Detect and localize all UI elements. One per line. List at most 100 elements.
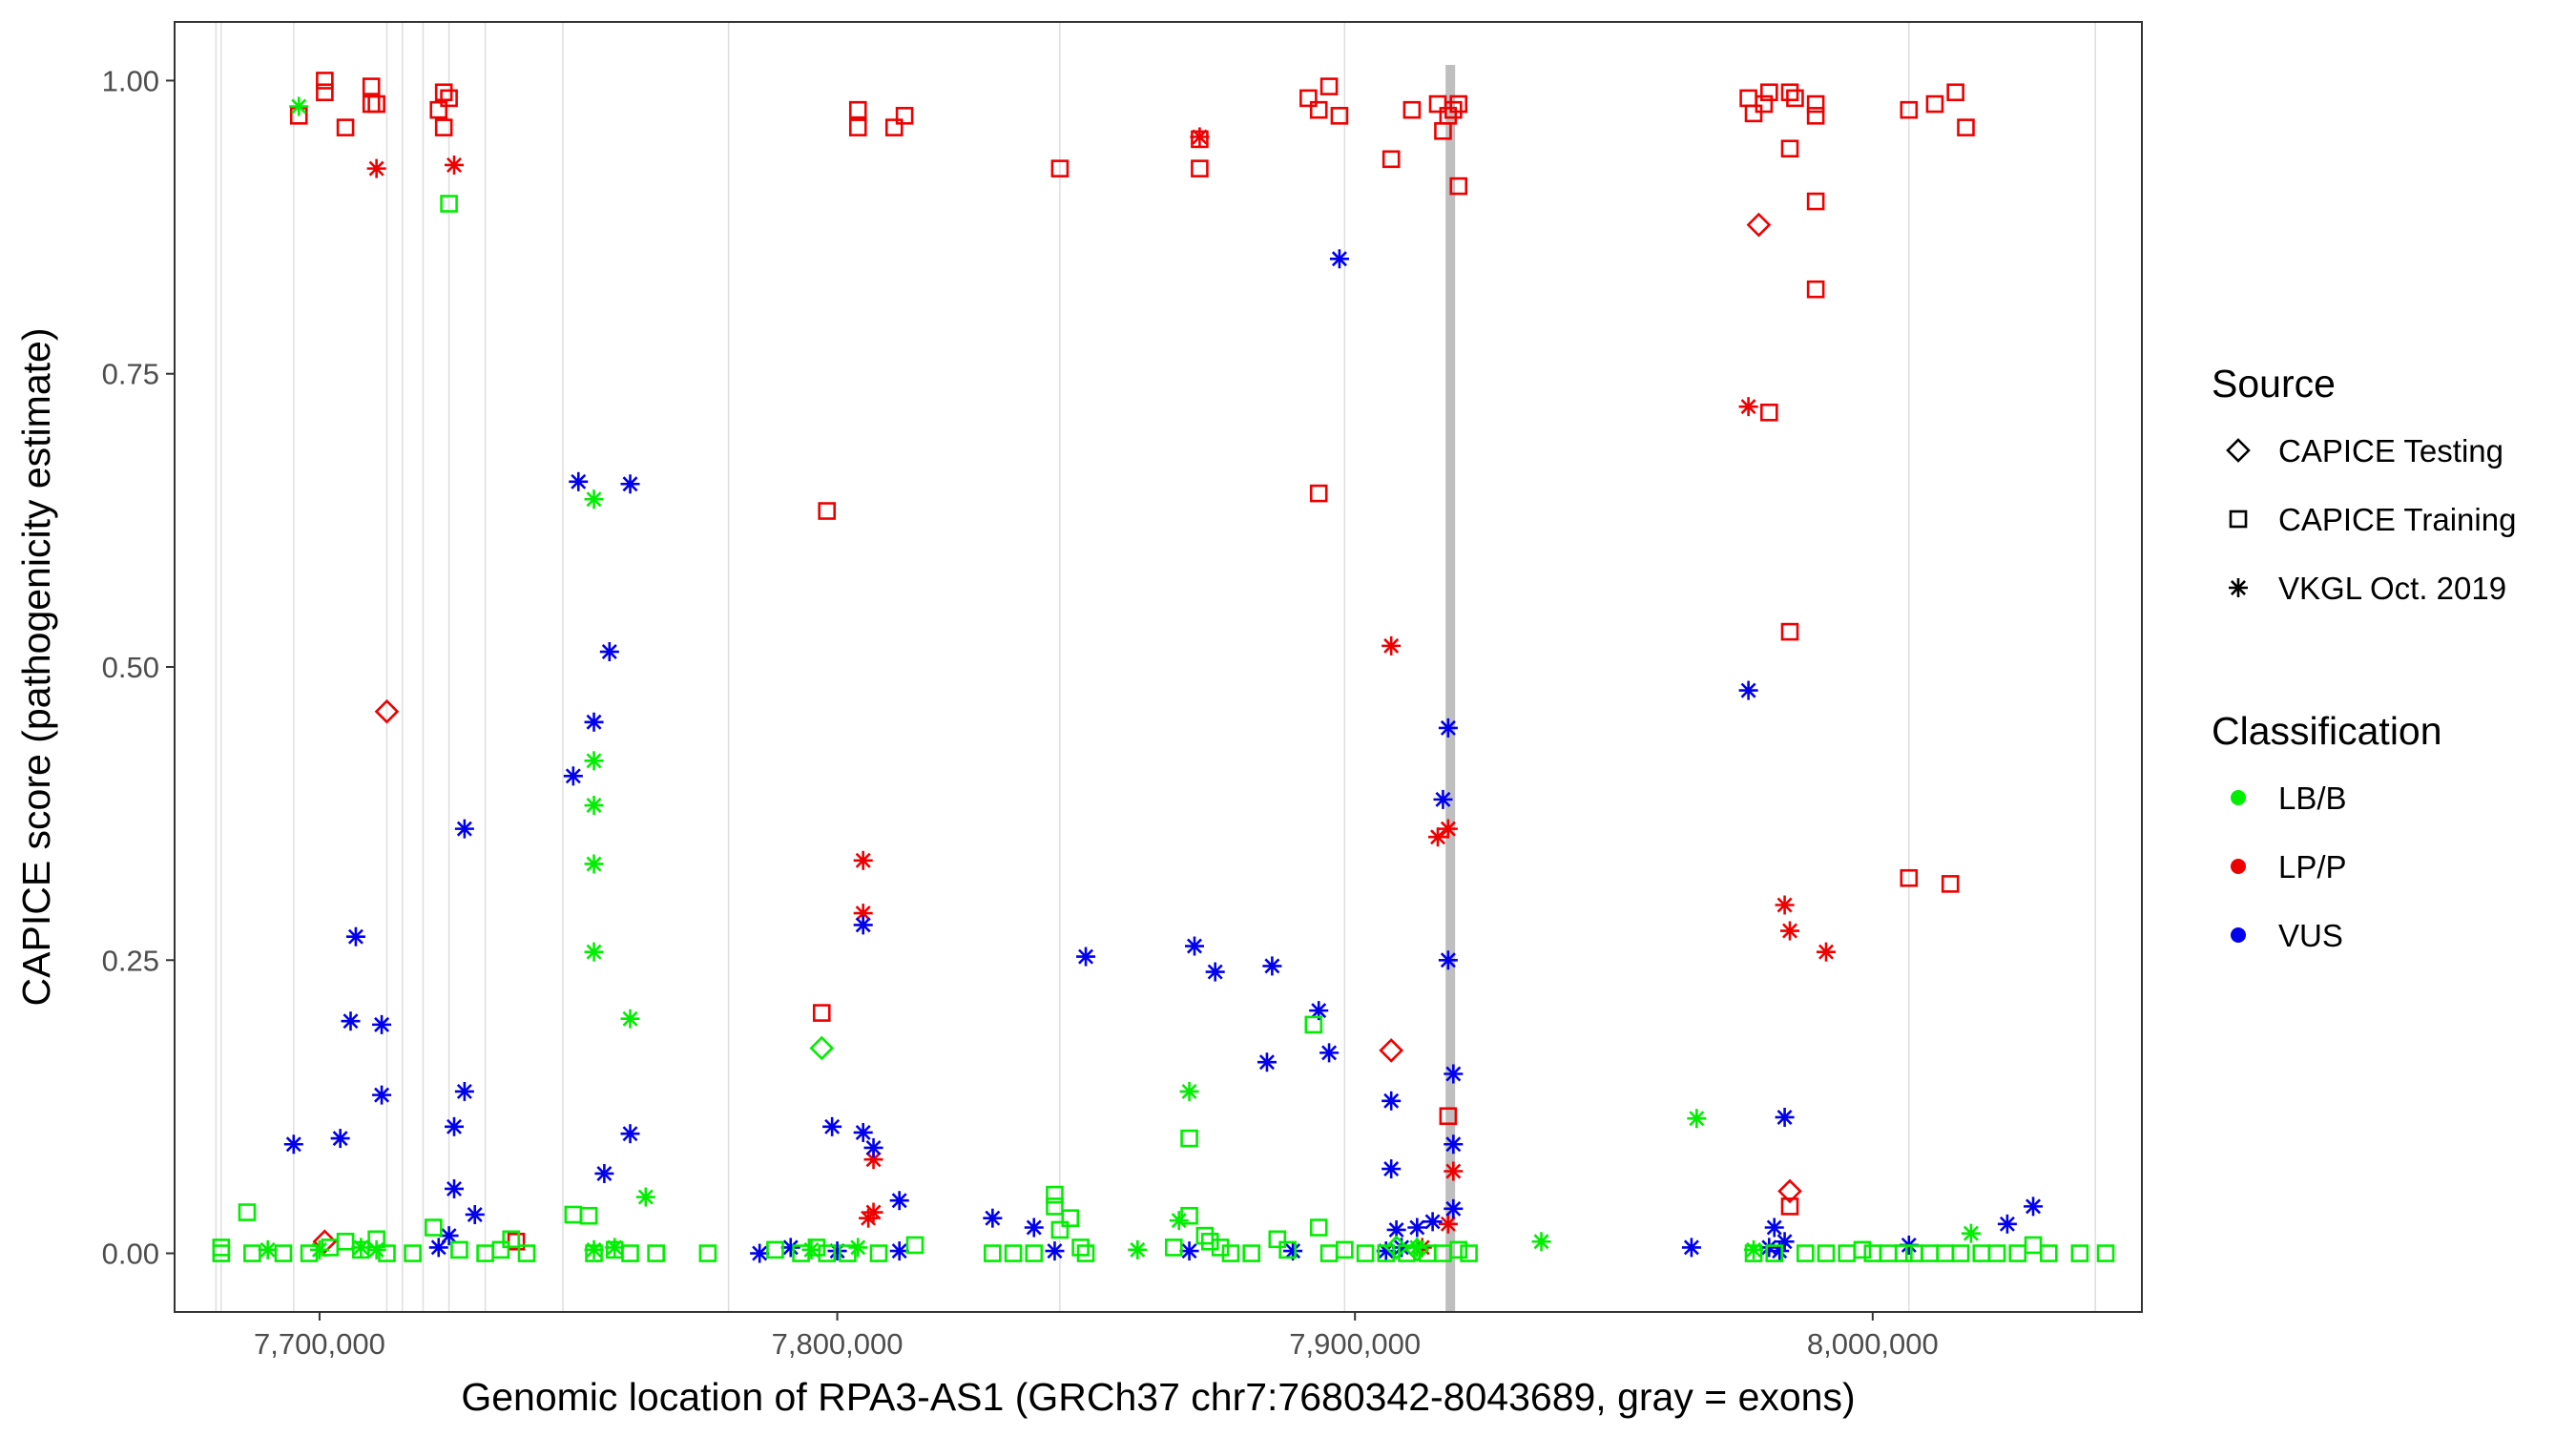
data-point [1738,680,1758,700]
data-point [1180,1129,1198,1148]
data-point [309,1239,329,1259]
data-point [1764,1217,1784,1238]
series-lbb-asterisk [258,96,1981,1259]
data-point [1336,1240,1354,1259]
data-point [1744,1244,1763,1262]
exon-highlight-band [1445,65,1456,1312]
data-point [584,854,604,874]
data-point [812,1004,831,1022]
data-point [1278,1240,1297,1259]
series-lbb-square [212,195,2115,1262]
data-point [984,1244,1002,1262]
legend: Source CAPICE Testing CAPICE Training VKGL… [2212,362,2516,953]
data-point [1438,950,1458,970]
data-point [1775,1107,1795,1127]
data-point [584,751,604,771]
data-point [1319,77,1339,95]
data-point [1925,94,1944,114]
data-point [1268,1230,1287,1249]
data-point [372,1014,392,1034]
data-point [584,796,604,816]
data-point [1221,1244,1240,1262]
data-point [1242,1244,1260,1262]
data-point [1050,1220,1070,1239]
data-point [1025,1244,1044,1262]
data-point [1195,1226,1215,1245]
legend-key-dot [2231,927,2246,943]
data-point [1402,100,1422,119]
data-point [243,1244,261,1262]
data-point [1319,1043,1340,1063]
legend-label: CAPICE Training [2278,502,2516,537]
data-point [1024,1217,1044,1238]
data-point [404,1244,422,1262]
data-point [429,100,448,119]
data-point [698,1244,717,1262]
data-point [1190,127,1210,147]
data-point [362,77,381,95]
data-point [1738,397,1758,417]
data-point [863,1202,883,1222]
data-point [1775,1232,1795,1252]
data-point [1438,718,1458,738]
legend-source-items: CAPICE Testing CAPICE Training VKGL Oct. 2… [2226,433,2516,606]
data-point [1438,1214,1458,1234]
data-point [283,1134,303,1155]
data-point [1423,1212,1443,1232]
data-point [599,642,619,662]
data-point [425,1218,443,1237]
data-point [1046,1197,1064,1216]
legend-item-lpp: LP/P [2231,849,2347,884]
legend-source-title: Source [2212,362,2336,406]
data-point [1780,83,1799,102]
data-point [620,1009,640,1029]
data-point [1806,94,1825,114]
data-point [454,1081,474,1101]
y-tick-label: 0.50 [102,651,159,684]
data-point [1356,1244,1375,1262]
data-point [983,1208,1003,1228]
data-point [1786,89,1804,108]
data-point [316,72,334,90]
legend-classification-title: Classification [2212,709,2442,753]
data-point [848,100,867,119]
data-point [1383,1235,1409,1260]
data-point [1304,1015,1323,1034]
data-point [1071,1238,1090,1257]
data-point [434,83,453,102]
data-point [594,1163,614,1183]
data-point [1900,868,1919,887]
data-point [1780,921,1800,941]
y-tick-label: 0.00 [102,1238,159,1271]
data-point [1449,1240,1468,1259]
data-point [1045,1241,1065,1261]
data-point [1816,942,1836,962]
data-point [853,915,873,935]
data-point [1262,956,1282,976]
data-point [1309,100,1328,119]
data-point [621,1244,639,1262]
data-point [274,1244,293,1262]
data-point [895,107,914,125]
data-point [848,1238,868,1258]
data-point [1806,280,1825,299]
data-point [1180,1206,1198,1225]
y-axis-title: CAPICE score (pathogenicity estimate) [14,328,58,1007]
data-point [2096,1244,2115,1262]
data-point [1433,789,1453,809]
data-point [1444,100,1463,119]
data-point [1961,1223,1981,1243]
data-point [884,118,904,136]
data-point [1777,1178,1802,1204]
data-point [569,471,589,491]
data-point [1780,1197,1799,1216]
data-point [1404,1238,1430,1262]
data-point [585,1244,603,1262]
data-point [1449,94,1468,114]
data-point [584,712,604,732]
data-point [445,1116,465,1136]
data-point [1428,827,1448,847]
data-point [853,1122,873,1142]
data-point [827,1241,847,1261]
